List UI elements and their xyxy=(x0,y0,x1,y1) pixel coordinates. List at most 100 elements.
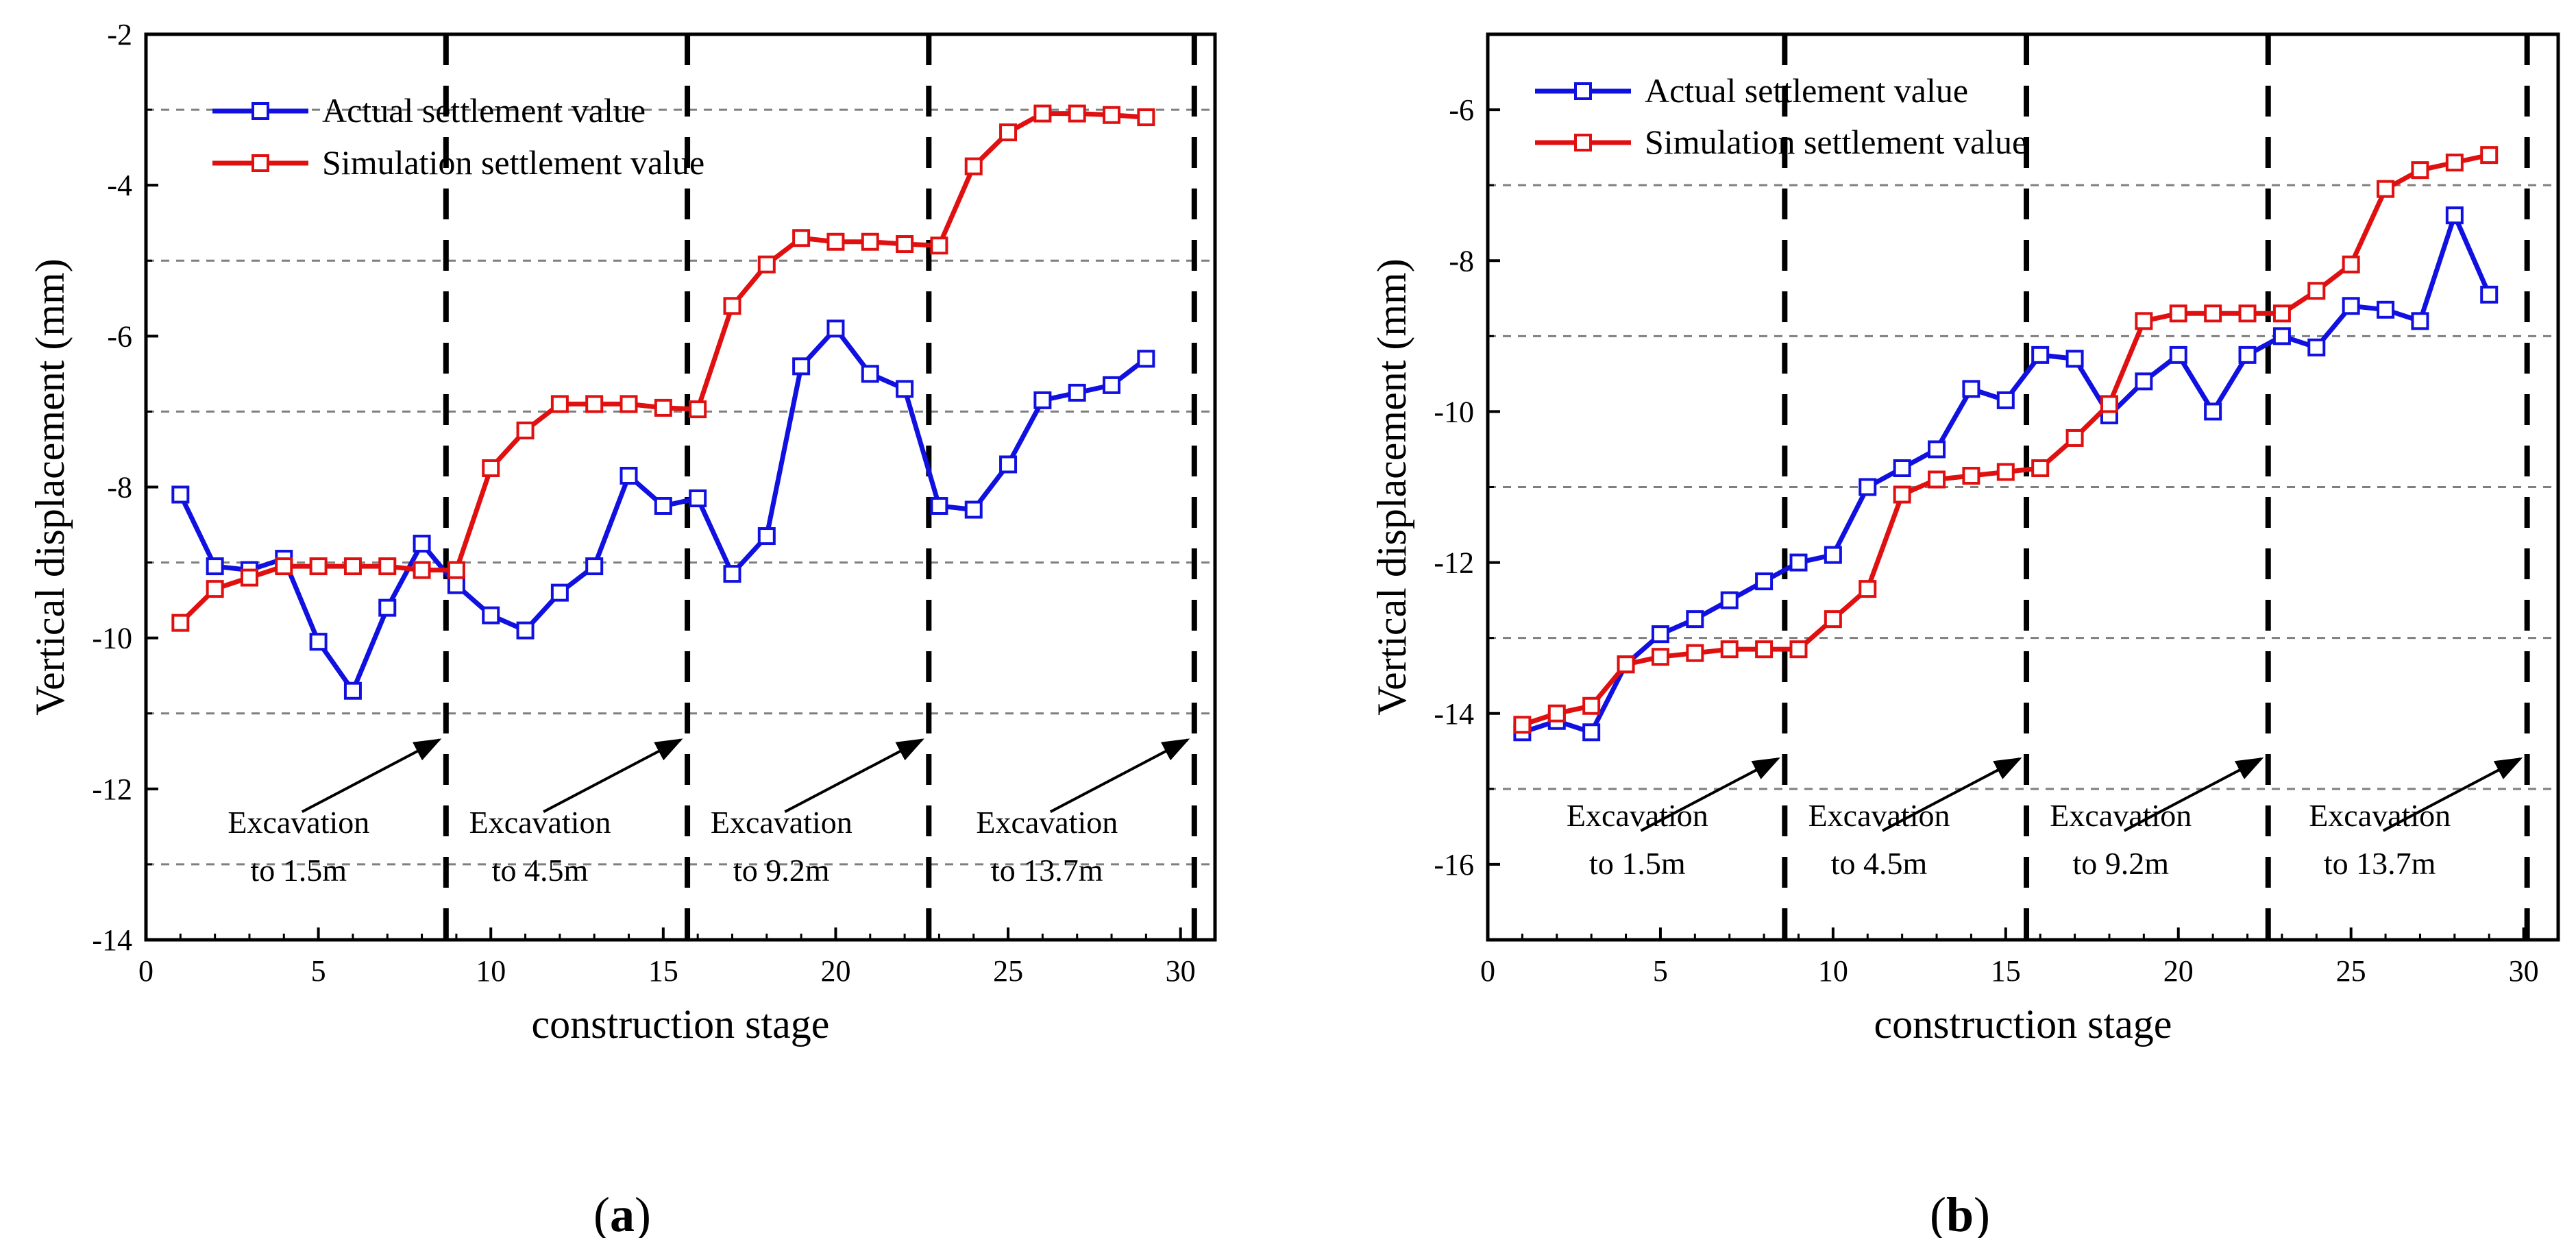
data-point xyxy=(1582,696,1601,715)
data-point xyxy=(999,455,1018,474)
chart-panel-a: Excavation to 1.5m Excavation to 4.5m Excava… xyxy=(27,18,1217,1047)
data-point xyxy=(171,614,190,632)
y-tick-label: -8 xyxy=(107,471,132,505)
data-point xyxy=(2377,180,2395,198)
annotation-arrow xyxy=(784,738,924,814)
data-point xyxy=(2307,338,2326,356)
data-point xyxy=(482,606,500,624)
data-point xyxy=(1547,704,1566,723)
data-point xyxy=(620,395,638,413)
annotation-arrow xyxy=(2382,757,2523,832)
legend-marker xyxy=(1574,82,1592,100)
annotation-arrow xyxy=(1640,757,1780,832)
data-point xyxy=(550,395,569,413)
data-point xyxy=(413,535,431,553)
panel-label-a: (a) xyxy=(593,1187,651,1238)
data-point xyxy=(689,400,707,419)
data-point xyxy=(2480,285,2499,304)
data-point xyxy=(1962,466,1980,485)
data-point xyxy=(1928,470,1946,489)
data-point xyxy=(1824,546,1842,564)
data-point xyxy=(964,157,983,175)
data-point xyxy=(792,229,811,247)
data-point xyxy=(1103,106,1121,124)
x-tick-label: 25 xyxy=(2336,954,2366,988)
data-point xyxy=(723,297,741,315)
annotation-line2: to 9.2m xyxy=(733,853,830,888)
x-tick-label: 0 xyxy=(1480,954,1495,988)
x-tick-label: 25 xyxy=(993,954,1023,988)
data-point xyxy=(2169,304,2187,323)
annotation-line1: Excavation xyxy=(1567,798,1708,833)
annotation-line2: to 1.5m xyxy=(251,853,347,888)
x-tick-label: 15 xyxy=(648,954,678,988)
data-point xyxy=(2445,206,2464,225)
x-tick-label: 20 xyxy=(820,954,850,988)
data-point xyxy=(275,557,293,576)
annotation-line2: to 4.5m xyxy=(1831,846,1928,881)
data-point xyxy=(585,557,604,576)
legend-label: Simulation settlement value xyxy=(1645,123,2027,161)
data-point xyxy=(2135,312,2153,330)
data-point xyxy=(2272,304,2291,323)
data-point xyxy=(2411,161,2429,180)
annotation-line2: to 13.7m xyxy=(991,853,1103,888)
data-point xyxy=(206,557,224,576)
data-point xyxy=(516,621,535,640)
annotation-arrow xyxy=(1049,738,1190,814)
legend-label: Simulation settlement value xyxy=(322,143,704,182)
legend-marker xyxy=(252,154,269,172)
y-tick-label: -2 xyxy=(107,18,132,51)
data-point xyxy=(2411,312,2429,330)
annotation-line2: to 4.5m xyxy=(492,853,589,888)
data-point xyxy=(1859,478,1877,496)
annotation-line1: Excavation xyxy=(469,805,611,840)
annotation-line1: Excavation xyxy=(1808,798,1950,833)
y-tick-label: -4 xyxy=(107,169,132,202)
data-point xyxy=(861,365,879,383)
data-point xyxy=(1996,463,2015,481)
y-tick-label: -14 xyxy=(92,923,132,957)
data-point xyxy=(1962,380,1980,398)
data-point xyxy=(2342,255,2360,274)
x-tick-label: 30 xyxy=(1166,954,1196,988)
annotation-line1: Excavation xyxy=(228,805,369,840)
data-point xyxy=(1720,640,1739,659)
data-point xyxy=(1859,580,1877,598)
x-axis-title: construction stage xyxy=(1874,1002,2172,1047)
legend-marker xyxy=(252,102,269,120)
y-axis-title: Vertical displacement (mm) xyxy=(1369,258,1414,715)
data-point xyxy=(2377,300,2395,319)
annotation-arrow xyxy=(2123,757,2264,832)
data-point xyxy=(1789,553,1808,572)
data-point xyxy=(2135,372,2153,391)
y-tick-label: -8 xyxy=(1449,244,1474,278)
y-tick-label: -10 xyxy=(1434,395,1474,428)
annotation-line1: Excavation xyxy=(2309,798,2451,833)
data-point xyxy=(1789,640,1808,659)
data-point xyxy=(930,497,948,515)
x-tick-label: 10 xyxy=(1818,954,1848,988)
data-point xyxy=(2272,327,2291,345)
data-point xyxy=(826,232,845,251)
data-point xyxy=(792,357,811,376)
data-point xyxy=(689,489,707,508)
data-point xyxy=(654,398,672,417)
data-point xyxy=(2204,304,2222,323)
data-point xyxy=(896,380,914,398)
data-point xyxy=(2307,282,2326,300)
annotation-arrow xyxy=(1882,757,2022,832)
data-point xyxy=(2031,459,2050,477)
x-tick-label: 0 xyxy=(138,954,154,988)
data-point xyxy=(1103,376,1121,394)
annotation-line2: to 1.5m xyxy=(1589,846,1686,881)
data-point xyxy=(1755,572,1774,591)
annotation-arrow xyxy=(543,738,683,814)
x-tick-label: 5 xyxy=(311,954,326,988)
x-tick-label: 10 xyxy=(476,954,506,988)
data-point xyxy=(309,633,328,651)
y-tick-label: -12 xyxy=(92,773,132,806)
data-point xyxy=(2238,345,2257,364)
